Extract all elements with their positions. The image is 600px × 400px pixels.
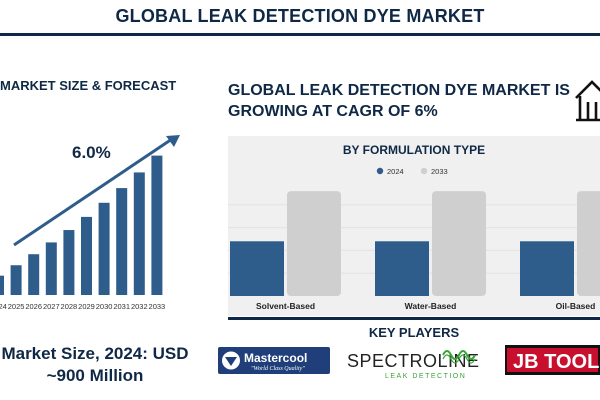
legend-label: 2024 [387, 167, 404, 176]
formulation-bar [577, 191, 600, 296]
spectroline-logo: SPECTROLINE LEAK DETECTION [345, 345, 485, 385]
players-divider [228, 317, 600, 320]
title-banner: GLOBAL LEAK DETECTION DYE MARKET [0, 0, 600, 36]
growth-tick-label: 2030 [96, 302, 113, 311]
growth-tick-label: 2027 [43, 302, 60, 311]
growth-arrowhead [166, 135, 180, 147]
growth-bar [45, 242, 57, 295]
growth-bar [98, 202, 110, 295]
formulation-category-label: Water-Based [405, 301, 457, 311]
growth-bar [81, 216, 92, 295]
legend-swatch [420, 167, 428, 175]
spectroline-tagline: LEAK DETECTION [385, 373, 466, 380]
mastercool-logo: Mastercool "World Class Quality" [218, 347, 330, 374]
formulation-category-label: Solvent-Based [256, 301, 315, 311]
market-size-line1: Market Size, 2024: USD [1, 344, 189, 363]
formulation-bar [230, 241, 284, 296]
legend-swatch [376, 167, 384, 175]
legend-label: 2033 [431, 167, 448, 176]
growth-arrow [13, 137, 173, 247]
formulation-category-label: Oil-Based [556, 301, 596, 311]
formulation-chart: 2024 2033 Solvent-Based Water-Based Oil-Base… [228, 167, 600, 311]
mastercool-tagline: "World Class Quality" [251, 366, 305, 372]
growth-chart: 2024202520262027202820292030203120322033… [0, 135, 180, 311]
growth-headline: GLOBAL LEAK DETECTION DYE MARKET IS GROW… [228, 82, 570, 120]
cagr-label: 6.0% [72, 143, 111, 162]
formulation-bar [375, 241, 429, 296]
spectroline-name: SPECTROLINE [347, 351, 480, 371]
growth-bar [151, 155, 163, 295]
growth-bar [28, 254, 40, 295]
mastercool-name: Mastercool [244, 351, 307, 365]
growth-tick-label: 2028 [61, 302, 78, 311]
growth-bar [133, 172, 145, 295]
forecast-heading: MARKET SIZE & FORECAST [0, 78, 177, 93]
growth-bar [0, 275, 4, 295]
formulation-bar [520, 241, 574, 296]
growth-tick-label: 2025 [8, 302, 25, 311]
formulation-bar [432, 191, 486, 296]
growth-tick-label: 2033 [149, 302, 166, 311]
spectroline-logo-art: SPECTROLINE LEAK DETECTION [347, 350, 480, 380]
formulation-title: BY FORMULATION TYPE [342, 143, 486, 157]
growth-bar [116, 188, 128, 295]
market-size-line2: ~900 Million [46, 366, 144, 385]
growth-tick-label: 2026 [25, 302, 42, 311]
growth-tick-label: 2029 [78, 302, 95, 311]
growth-bar [10, 265, 22, 295]
market-size-text: Market Size, 2024: USD ~900 Million [0, 343, 190, 387]
growth-tick-label: 2031 [113, 302, 130, 311]
key-players-title: KEY PLAYERS [368, 325, 460, 340]
jb-tools-name: JB TOOLS [513, 351, 600, 373]
growth-tick-label: 2024 [0, 302, 7, 311]
page-title: GLOBAL LEAK DETECTION DYE MARKET [115, 6, 485, 26]
growth-bar [63, 230, 75, 295]
growth-tick-label: 2032 [131, 302, 148, 311]
jb-tools-logo: JB TOOLS [505, 345, 600, 375]
mastercool-logo-art: Mastercool "World Class Quality" [222, 351, 307, 372]
jb-tools-logo-art: JB TOOLS [505, 345, 600, 375]
house-icon [575, 80, 600, 122]
formulation-bar [287, 191, 341, 296]
